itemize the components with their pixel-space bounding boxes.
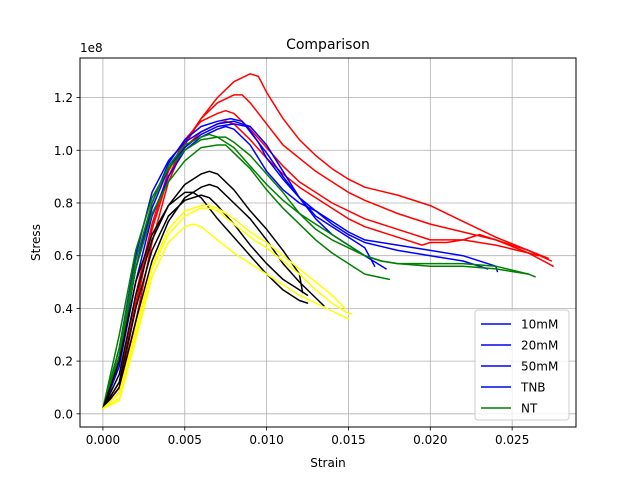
x-tick-label: 0.005 xyxy=(168,433,202,447)
x-tick-label: 0.015 xyxy=(331,433,365,447)
y-tick-label: 0.6 xyxy=(54,249,73,263)
series-line xyxy=(102,133,530,410)
axis-ticks: 0.000 0.005 0.010 0.015 0.020 0.025 0.0 0.2 0.4 0… xyxy=(54,91,529,447)
chart-title: Comparison xyxy=(286,37,370,53)
y-tick-label: 1.0 xyxy=(54,144,73,158)
x-tick-label: 0.025 xyxy=(495,433,529,447)
legend-label: 50mM xyxy=(521,360,558,374)
legend: 10mM 20mM 50mM TNB NT xyxy=(474,309,570,421)
series-line xyxy=(102,125,499,410)
series-line xyxy=(102,170,304,410)
series-line xyxy=(102,183,325,410)
series-line xyxy=(102,123,489,410)
y-offset-label: 1e8 xyxy=(80,41,103,55)
series-line xyxy=(102,223,350,410)
y-tick-label: 1.2 xyxy=(54,91,73,105)
legend-label: NT xyxy=(521,402,538,416)
legend-label: 20mM xyxy=(521,339,558,353)
x-axis-label: Strain xyxy=(310,456,346,470)
series-line xyxy=(102,73,553,410)
y-axis-label: Stress xyxy=(29,224,43,261)
series-line xyxy=(102,194,309,410)
y-tick-label: 0.4 xyxy=(54,302,73,316)
y-tick-label: 0.8 xyxy=(54,196,73,210)
series-line xyxy=(102,207,353,410)
y-tick-label: 0.0 xyxy=(54,407,73,421)
series-lines xyxy=(102,73,554,410)
series-line xyxy=(102,204,346,410)
legend-label: TNB xyxy=(520,381,546,395)
series-line xyxy=(102,144,391,410)
y-tick-label: 0.2 xyxy=(54,355,73,369)
axes-frame xyxy=(79,57,577,428)
legend-box xyxy=(474,309,570,421)
x-tick-label: 0.020 xyxy=(413,433,447,447)
series-line xyxy=(102,191,309,410)
legend-label: 10mM xyxy=(521,318,558,332)
x-tick-label: 0.010 xyxy=(249,433,283,447)
series-line xyxy=(102,136,536,410)
x-tick-label: 0.000 xyxy=(86,433,120,447)
